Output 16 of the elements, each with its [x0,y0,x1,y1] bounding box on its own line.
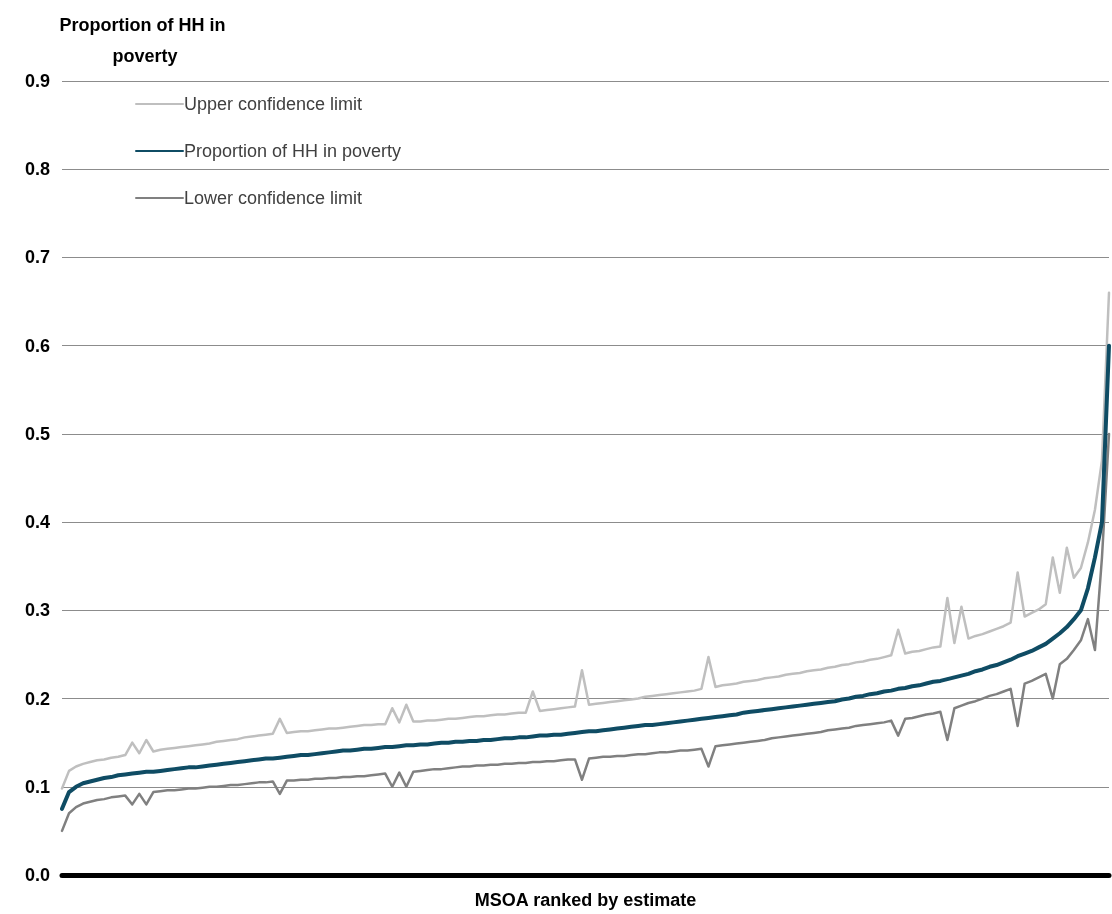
y-tick-label: 0.2 [24,688,50,709]
y-axis-title: Proportion of HH in poverty [59,14,231,66]
x-axis-title: MSOA ranked by estimate [474,890,697,910]
y-tick-label: 0.5 [24,423,50,444]
legend-label: Proportion of HH in poverty [184,141,402,161]
y-tick-label: 0.0 [24,865,50,885]
y-tick-label: 0.7 [24,247,50,268]
y-tick-label: 0.4 [24,512,50,533]
y-tick-label: 0.1 [24,776,50,797]
y-tick-label: 0.3 [24,600,50,621]
legend-label: Lower confidence limit [184,188,363,208]
y-tick-label: 0.6 [24,335,50,356]
line-series [60,432,1111,833]
legend-label: Upper confidence limit [184,94,363,114]
y-tick-label: 0.9 [24,71,50,91]
y-tick-label: 0.8 [24,159,50,180]
